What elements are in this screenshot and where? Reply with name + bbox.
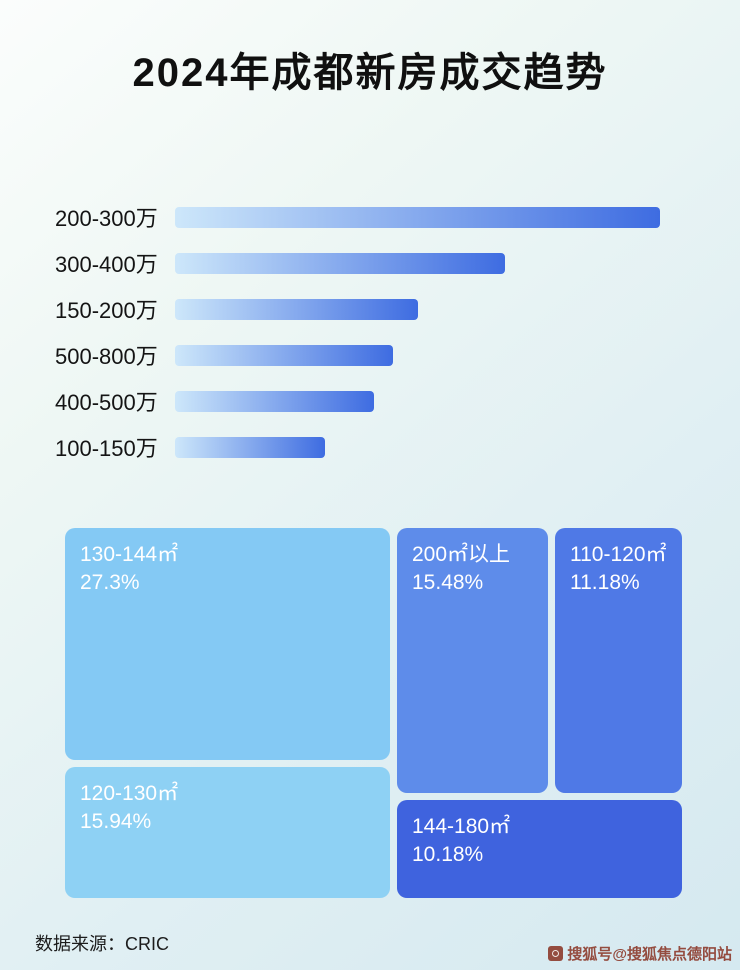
treemap-block-value: 10.18% — [412, 843, 484, 867]
treemap-block-value: 15.48% — [412, 571, 484, 595]
bar — [175, 298, 418, 320]
bar — [175, 252, 505, 274]
sohu-logo-icon — [548, 946, 564, 961]
bar — [175, 390, 374, 412]
treemap-block-label: 120-130㎡ — [80, 782, 179, 805]
bar-category-label: 100-150万 — [55, 436, 158, 461]
treemap-left-column: 130-144㎡ 27.3% 120-130㎡ 15.94% — [65, 528, 390, 898]
price-band-bar-chart: 200-300万 300-400万 150-200万 500-800万 400-500万… — [55, 194, 685, 470]
bar — [175, 436, 326, 458]
treemap-block-label: 200㎡以上 — [412, 543, 511, 566]
treemap-block-value: 15.94% — [80, 810, 152, 834]
treemap-block-value: 27.3% — [80, 571, 140, 595]
treemap-block-value: 11.18% — [570, 571, 640, 595]
treemap-block-200-plus: 200㎡以上 15.48% — [397, 528, 548, 793]
page-title: 2024年成都新房成交趋势 — [132, 51, 608, 95]
bar-track — [175, 298, 660, 320]
bar-category-label: 150-200万 — [55, 298, 158, 323]
treemap-right-column: 200㎡以上 15.48% 110-120㎡ 11.18% 144-180㎡ 1… — [397, 528, 682, 898]
bar-track — [175, 206, 660, 228]
data-source-note: 数据来源：CRIC — [35, 934, 169, 954]
bar-category-label: 500-800万 — [55, 344, 158, 369]
bar-track — [175, 436, 660, 458]
treemap-block-120-130: 120-130㎡ 15.94% — [65, 767, 390, 898]
bar-row: 100-150万 — [55, 424, 685, 470]
bar — [175, 344, 394, 366]
treemap-right-top-row: 200㎡以上 15.48% 110-120㎡ 11.18% — [397, 528, 682, 793]
bar-row: 200-300万 — [55, 194, 685, 240]
watermark-text: 搜狐号@搜狐焦点德阳站 — [567, 946, 732, 963]
treemap-block-130-144: 130-144㎡ 27.3% — [65, 528, 390, 760]
bar — [175, 206, 660, 228]
treemap-block-label: 110-120㎡ — [570, 543, 667, 566]
bar-row: 400-500万 — [55, 378, 685, 424]
treemap-block-144-180: 144-180㎡ 10.18% — [397, 800, 682, 898]
treemap-block-label: 144-180㎡ — [412, 815, 511, 838]
bar-track — [175, 252, 660, 274]
treemap-block-110-120: 110-120㎡ 11.18% — [555, 528, 682, 793]
treemap-block-label: 130-144㎡ — [80, 543, 179, 566]
bar-row: 300-400万 — [55, 240, 685, 286]
bar-track — [175, 390, 660, 412]
bar-row: 500-800万 — [55, 332, 685, 378]
bar-category-label: 300-400万 — [55, 252, 158, 277]
bar-category-label: 200-300万 — [55, 206, 158, 231]
area-share-treemap: 130-144㎡ 27.3% 120-130㎡ 15.94% 200㎡以上 15… — [65, 528, 682, 898]
bar-category-label: 400-500万 — [55, 390, 158, 415]
bar-row: 150-200万 — [55, 286, 685, 332]
bar-track — [175, 344, 660, 366]
watermark: 搜狐号@搜狐焦点德阳站 — [548, 943, 732, 964]
